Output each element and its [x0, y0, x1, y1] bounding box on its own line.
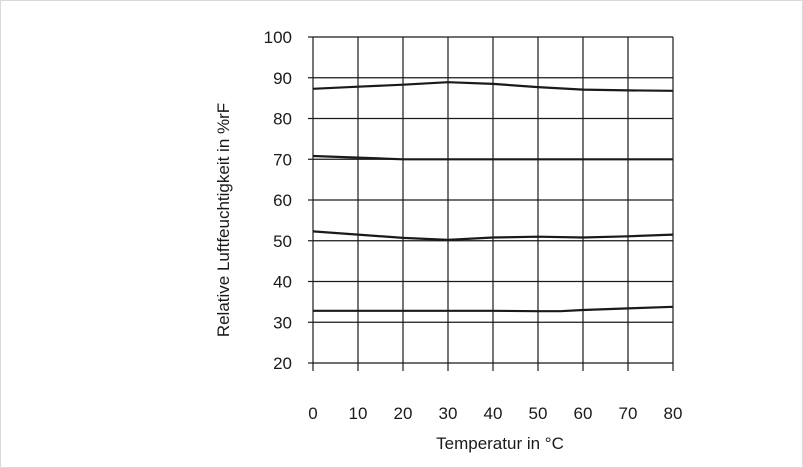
x-tick-label-50: 50 [529, 404, 548, 423]
y-tick-label-100: 100 [264, 28, 292, 47]
series-line-4 [313, 305, 674, 313]
x-axis-title: Temperatur in °C [436, 434, 564, 453]
x-tick-label-20: 20 [394, 404, 413, 423]
y-tick-label-80: 80 [273, 110, 292, 129]
x-tick-label-0: 0 [308, 404, 317, 423]
x-tick-label-30: 30 [439, 404, 458, 423]
x-tick-label-40: 40 [484, 404, 503, 423]
x-tick-label-60: 60 [574, 404, 593, 423]
grid [312, 36, 674, 364]
series-line-2 [312, 154, 673, 161]
x-tick-labels: 0 10 20 30 40 50 60 70 80 [308, 404, 682, 423]
series-layer [312, 81, 674, 313]
y-tick-label-60: 60 [273, 191, 292, 210]
y-axis-title: Relative Luftfeuchtigkeit in %rF [214, 103, 233, 337]
x-tick-label-80: 80 [664, 404, 683, 423]
y-tick-label-30: 30 [273, 313, 292, 332]
y-tick-labels: 20 30 40 50 60 70 80 90 100 [264, 28, 292, 373]
series-line-1 [312, 81, 674, 92]
tick-marks [308, 36, 674, 371]
y-tick-label-40: 40 [273, 273, 292, 292]
x-tick-label-10: 10 [349, 404, 368, 423]
y-tick-label-50: 50 [273, 232, 292, 251]
series-line-3 [312, 230, 674, 241]
y-tick-label-20: 20 [273, 354, 292, 373]
y-tick-label-70: 70 [273, 150, 292, 169]
y-tick-label-90: 90 [273, 69, 292, 88]
x-tick-label-70: 70 [619, 404, 638, 423]
